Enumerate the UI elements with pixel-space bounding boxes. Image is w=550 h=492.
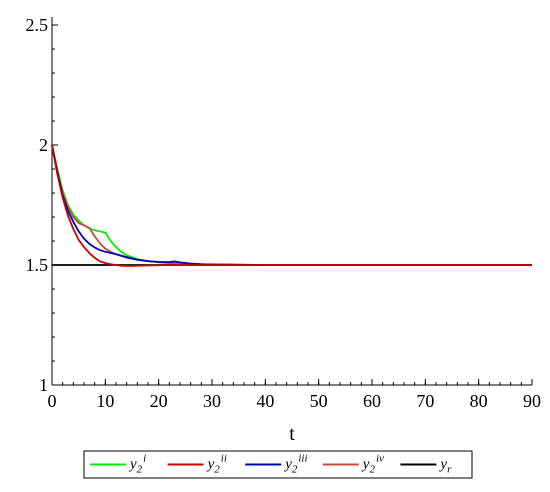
y-tick-label: 2.5	[26, 15, 49, 35]
series-layer	[51, 144, 532, 267]
x-tick-label: 0	[48, 391, 57, 411]
x-tick-label: 60	[363, 391, 381, 411]
axes	[51, 17, 532, 386]
legend: y2i y2ii y2iii y2iv yr	[83, 450, 473, 479]
legend-label-subscript: 2	[292, 464, 298, 476]
legend-label-superscript: iv	[376, 453, 384, 465]
legend-label-1: y2i	[128, 453, 146, 476]
legend-label-2: y2ii	[206, 453, 227, 476]
legend-label-base: y	[206, 457, 215, 473]
legend-label-subscript: 2	[214, 464, 220, 476]
series-line-4	[51, 144, 532, 266]
legend-label-superscript: iii	[298, 453, 307, 465]
legend-label-superscript: i	[143, 453, 146, 465]
legend-label-subscript: 2	[369, 464, 375, 476]
series-line-1	[51, 144, 532, 266]
y-tick-label: 1.5	[26, 255, 49, 275]
legend-label-superscript: ii	[221, 453, 227, 465]
x-tick-label: 70	[416, 391, 434, 411]
x-tick-label: 40	[256, 391, 274, 411]
legend-label-subscript: 2	[137, 464, 143, 476]
x-tick-label: 30	[203, 391, 221, 411]
x-axis-label: t	[289, 423, 295, 445]
legend-label-base: y	[438, 457, 447, 473]
legend-label-4: y2iv	[361, 453, 384, 476]
legend-label-5: yr	[438, 457, 452, 476]
legend-label-base: y	[283, 457, 292, 473]
x-tick-label: 90	[523, 391, 541, 411]
series-line-3	[51, 144, 532, 266]
x-tick-label: 80	[470, 391, 488, 411]
x-tick-label: 50	[310, 391, 328, 411]
y-tick-label: 2	[39, 135, 48, 155]
x-tick-label: 10	[96, 391, 114, 411]
series-line-2	[51, 144, 532, 267]
legend-label-subscript: r	[447, 464, 452, 476]
x-tick-label: 20	[150, 391, 168, 411]
legend-label-base: y	[128, 457, 137, 473]
legend-label-base: y	[361, 457, 370, 473]
ticks: 1 1.5 2 2.5 0 10 20 30 40 50 60 70 80 90	[26, 15, 542, 411]
y-tick-label: 1	[39, 375, 48, 395]
legend-label-3: y2iii	[283, 453, 307, 476]
